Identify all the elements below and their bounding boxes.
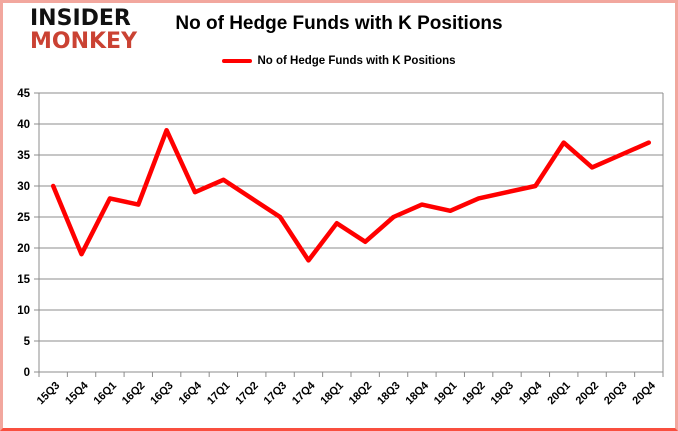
svg-text:17Q3: 17Q3 [262,380,290,408]
logo-line1: INSIDER [30,6,131,31]
svg-text:16Q3: 16Q3 [148,380,176,408]
svg-text:16Q2: 16Q2 [120,380,148,408]
svg-text:17Q2: 17Q2 [233,380,261,408]
svg-text:19Q1: 19Q1 [432,380,460,408]
svg-text:20Q2: 20Q2 [574,380,602,408]
chart-header: INSIDER MONKEY No of Hedge Funds with K … [3,3,675,83]
svg-text:10: 10 [17,305,30,317]
svg-text:18Q2: 18Q2 [347,380,375,408]
svg-text:18Q3: 18Q3 [375,380,403,408]
svg-text:17Q1: 17Q1 [205,380,233,408]
line-chart: 0 5 10 15 20 25 30 35 40 45 15Q3 15Q4 16Q1 16Q2 16Q3 16… [17,88,664,408]
svg-text:15: 15 [17,274,30,286]
svg-text:5: 5 [24,336,31,348]
svg-text:45: 45 [17,88,30,100]
svg-text:15Q3: 15Q3 [35,380,63,408]
svg-text:19Q2: 19Q2 [460,380,488,408]
svg-text:18Q4: 18Q4 [404,379,432,407]
svg-text:30: 30 [17,181,30,193]
svg-text:20Q4: 20Q4 [630,379,658,407]
svg-text:20Q3: 20Q3 [602,380,630,408]
legend: No of Hedge Funds with K Positions [3,55,675,67]
insider-monkey-logo: INSIDER MONKEY [30,7,137,53]
svg-text:16Q1: 16Q1 [92,380,120,408]
legend-line-marker [222,59,253,63]
svg-text:19Q3: 19Q3 [489,380,517,408]
svg-text:16Q4: 16Q4 [177,379,205,407]
svg-text:35: 35 [17,150,30,162]
legend-label: No of Hedge Funds with K Positions [257,55,456,67]
chart-title: No of Hedge Funds with K Positions [175,13,503,34]
svg-text:0: 0 [24,367,30,379]
logo-line2: MONKEY [30,29,138,54]
svg-text:25: 25 [17,212,30,224]
svg-text:20Q1: 20Q1 [545,380,573,408]
svg-text:19Q4: 19Q4 [517,379,545,407]
svg-text:15Q4: 15Q4 [63,379,91,407]
svg-text:40: 40 [17,119,30,131]
svg-text:18Q1: 18Q1 [318,380,346,408]
svg-text:17Q4: 17Q4 [290,379,318,407]
svg-text:20: 20 [17,243,30,255]
